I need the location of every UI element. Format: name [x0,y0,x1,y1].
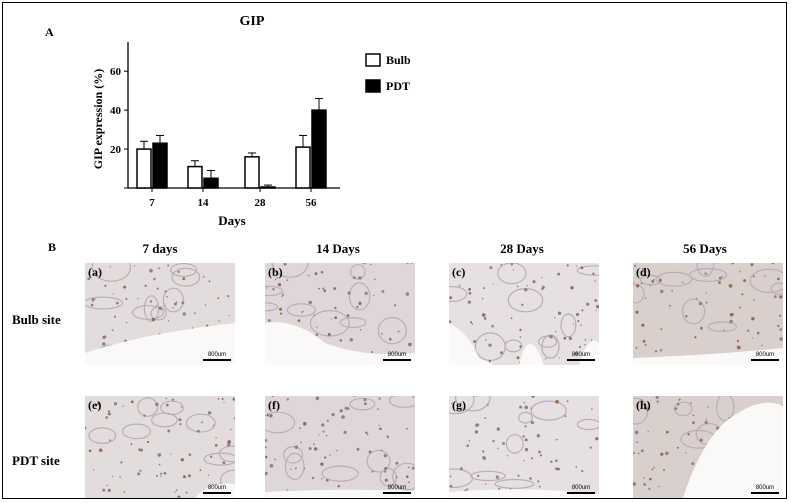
tissue-texture [449,396,599,498]
scale-bar-label: 800um [755,352,775,358]
bar-bulb-28 [244,156,260,189]
column-header-7-days: 7 days [142,241,178,256]
bar-pdt-28 [260,186,276,189]
tissue-texture [633,263,783,365]
scale-bar-label: 800um [207,352,227,358]
scale-bar-line [203,359,231,361]
micrograph-tag: (g) [452,398,466,412]
scale-bar-line [383,492,411,494]
bar-pdt-14 [203,177,219,189]
scale-bar: 800um [383,352,411,361]
y-tick-label: 20 [110,144,122,156]
micrograph-tag: (e) [88,398,102,412]
panel-label-b: B [48,240,57,254]
scale-bar: 800um [567,485,595,494]
tissue-texture [633,396,783,498]
tissue-texture [85,263,235,365]
x-tick-label: 7 [149,197,155,209]
scale-bar-label: 800um [387,352,407,358]
micrograph-tag: (a) [88,265,102,279]
tissue-texture [265,263,415,365]
scale-bar: 800um [567,352,595,361]
scale-bar-label: 800um [571,352,591,358]
bar-bulb-56 [295,146,311,189]
micrograph-tile: (d) 800um [633,263,783,365]
legend-label-pdt: PDT [386,79,410,93]
y-axis-label: GIP expression (%) [91,69,105,169]
micrograph-tag: (b) [268,265,283,279]
bar-bulb-7 [136,148,152,189]
micrograph-tag: (f) [268,398,280,412]
x-axis-label: Days [218,213,245,228]
scale-bar: 800um [203,485,231,494]
scale-bar-line [751,359,779,361]
micrograph-tile: (f) 800um [265,396,415,498]
scale-bar: 800um [751,485,779,494]
tissue-texture [449,263,599,365]
scale-bar-line [567,492,595,494]
micrograph-tile: (h) 800um [633,396,783,498]
micrograph-tag: (d) [636,265,651,279]
chart-title: GIP [240,14,265,29]
x-tick-label: 28 [255,197,267,209]
scale-bar-line [751,492,779,494]
tissue-texture [265,396,415,498]
row-header-bulb-site: Bulb site [12,312,61,327]
panel-label-a: A [45,25,54,39]
scale-bar-label: 800um [387,485,407,491]
scale-bar-label: 800um [207,485,227,491]
micrograph-tile: (b) 800um [265,263,415,365]
scale-bar: 800um [203,352,231,361]
micrograph-tag: (c) [452,265,466,279]
scale-bar: 800um [751,352,779,361]
micrograph-tile: (a) 800um [85,263,235,365]
legend-swatch-bulb [365,53,381,67]
column-header-28-days: 28 Days [500,241,544,256]
column-header-56-days: 56 Days [683,241,727,256]
micrograph-tag: (h) [636,398,651,412]
scale-bar-line [383,359,411,361]
y-tick-label: 40 [110,105,122,117]
scale-bar: 800um [383,485,411,494]
bar-pdt-7 [152,142,168,189]
scale-bar-line [567,359,595,361]
bar-pdt-56 [311,109,327,189]
row-header-pdt-site: PDT site [12,453,60,468]
scale-bar-line [203,492,231,494]
micrograph-tile: (e) 800um [85,396,235,498]
x-tick-label: 56 [306,197,318,209]
y-tick-label: 60 [110,66,122,78]
gip-bar-chart: GIP 20 40 60 GIP expression (%) 7 14 28 56 Days Bu… [91,14,411,228]
x-tick-label: 14 [198,197,210,209]
scale-bar-label: 800um [755,485,775,491]
micrograph-tile: (c) 800um [449,263,599,365]
micrograph-tile: (g) 800um [449,396,599,498]
scale-bar-label: 800um [571,485,591,491]
tissue-texture [85,396,235,498]
column-header-14-days: 14 Days [316,241,360,256]
legend-swatch-pdt [365,79,381,93]
bar-bulb-14 [187,165,203,189]
legend-label-bulb: Bulb [386,53,411,67]
